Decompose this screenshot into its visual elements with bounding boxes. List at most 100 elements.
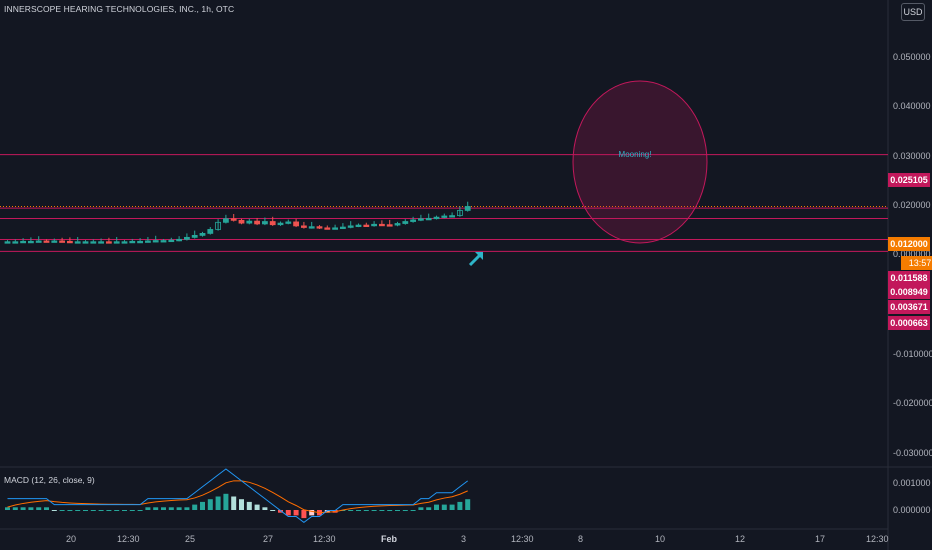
candle-body <box>456 210 463 216</box>
price-tag-level3: 0.008949 <box>888 285 930 299</box>
candle-body <box>363 224 370 227</box>
macd-histogram-bar <box>371 510 377 511</box>
macd-histogram-bar <box>168 507 174 510</box>
candle-body <box>378 223 385 227</box>
macd-histogram-bar <box>449 504 455 510</box>
x-tick-label: 12:30 <box>511 534 534 544</box>
macd-histogram-bar <box>441 504 447 510</box>
candle-body <box>121 241 128 244</box>
y-tick-label: 0.050000 <box>893 52 931 62</box>
candle-body <box>324 227 331 230</box>
x-tick-label: 12:30 <box>866 534 889 544</box>
macd-histogram-bar <box>129 510 135 511</box>
candle-body <box>176 238 183 242</box>
macd-histogram-bar <box>59 510 65 511</box>
y-tick-label: 0.020000 <box>893 200 931 210</box>
macd-histogram-bar <box>83 510 88 511</box>
price-tag-level5: 0.000663 <box>888 316 930 330</box>
macd-histogram-bar <box>387 510 393 511</box>
macd-histogram-bar <box>418 507 424 510</box>
x-tick-label: 10 <box>655 534 666 544</box>
candle-body <box>74 241 81 244</box>
currency-button[interactable]: USD <box>901 3 925 21</box>
candle-body <box>339 226 346 229</box>
macd-histogram-bar <box>145 507 151 510</box>
arrow-head <box>475 252 483 260</box>
y-tick-label: 0.040000 <box>893 101 931 111</box>
candle-body <box>82 241 89 244</box>
candle-body <box>308 226 315 229</box>
x-tick-label: 17 <box>815 534 826 544</box>
y-tick-label: -0.020000 <box>893 398 932 408</box>
macd-histogram-bar <box>285 510 291 516</box>
macd-histogram-bar <box>44 507 49 510</box>
candle-body <box>300 225 307 228</box>
macd-histogram-bar <box>223 493 229 510</box>
candle-body <box>27 240 34 244</box>
macd-histogram-bar <box>340 510 346 511</box>
mooning-ellipse <box>572 80 708 244</box>
macd-histogram-bar <box>207 499 213 510</box>
macd-histogram-bar <box>410 510 416 511</box>
candle-body <box>106 241 112 244</box>
macd-histogram-bar <box>363 510 369 511</box>
candle-body <box>293 221 300 227</box>
candle-body <box>215 221 222 230</box>
macd-histogram-bar <box>395 510 400 511</box>
macd-histogram-bar <box>90 510 96 511</box>
candle-body <box>152 240 159 243</box>
candle-body <box>129 240 136 244</box>
price-tag-current: 0.012000 <box>888 237 930 251</box>
macd-histogram-bar <box>239 499 244 510</box>
candle-body <box>269 221 276 226</box>
macd-histogram-bar <box>309 510 315 516</box>
candle-body <box>355 224 362 227</box>
candle-body <box>113 241 120 244</box>
macd-histogram-bar <box>67 510 73 511</box>
candle-body <box>160 240 167 243</box>
candle-body <box>285 221 292 224</box>
candle-body <box>394 223 401 226</box>
candle-body <box>183 236 190 240</box>
y-tick-label: -0.010000 <box>893 349 932 359</box>
candle-body <box>20 240 27 244</box>
x-tick-label: Feb <box>381 534 398 544</box>
countdown-tag: 13:57 <box>901 256 932 270</box>
candle-body <box>425 217 432 221</box>
candle-body <box>98 241 104 244</box>
macd-histogram-bar <box>301 510 307 519</box>
candle-body <box>144 240 151 243</box>
candle-body <box>207 229 214 234</box>
macd-histogram-bar <box>36 507 42 510</box>
x-tick-label: 12:30 <box>313 534 336 544</box>
macd-histogram-bar <box>114 510 120 511</box>
macd-histogram-bar <box>402 510 408 511</box>
macd-histogram-bar <box>348 510 354 511</box>
candle-body <box>199 233 206 236</box>
candle-body <box>238 219 245 224</box>
x-tick-label: 25 <box>185 534 196 544</box>
macd-histogram-bar <box>192 504 198 510</box>
macd-line <box>7 468 469 524</box>
x-tick-label: 27 <box>263 534 274 544</box>
y-tick-label: -0.030000 <box>893 448 932 458</box>
macd-histogram-bar <box>20 507 26 510</box>
macd-histogram-bar <box>356 510 361 511</box>
macd-histogram-bar <box>122 510 127 511</box>
macd-tick-label: 0.000000 <box>893 505 931 515</box>
macd-histogram-bar <box>457 501 463 510</box>
macd-histogram-bar <box>270 510 276 511</box>
price-tag-level2: 0.011588 <box>888 271 930 285</box>
candle-body <box>254 220 261 225</box>
macd-signal-line <box>7 480 468 514</box>
y-tick-label: 0.000000 <box>893 249 931 259</box>
candle-body <box>347 225 354 228</box>
x-tick-label: 12 <box>735 534 746 544</box>
candle-body <box>191 234 198 238</box>
candle-body <box>433 216 440 220</box>
candle-body <box>4 241 11 244</box>
candle-body <box>168 239 175 243</box>
candle-body <box>59 240 65 243</box>
macd-histogram-bar <box>161 507 166 510</box>
